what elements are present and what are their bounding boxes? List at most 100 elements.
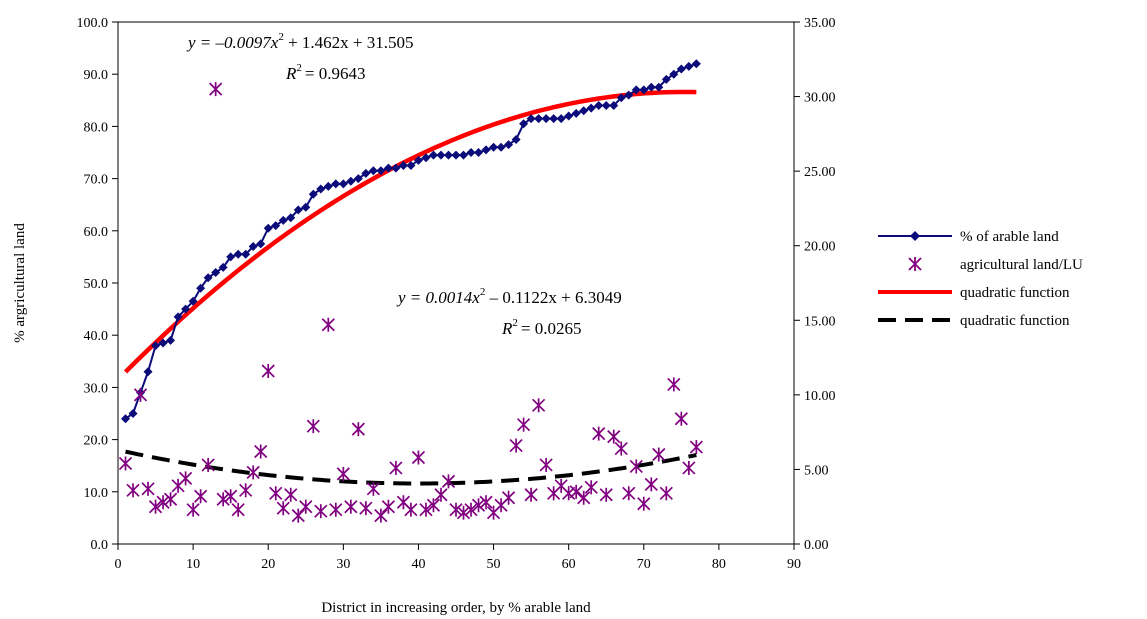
- point-arable: [173, 312, 183, 322]
- point-arable: [511, 134, 521, 144]
- point-agri-lu: [419, 502, 433, 517]
- point-arable: [489, 142, 499, 152]
- point-arable: [413, 155, 423, 165]
- point-agri-lu: [569, 484, 583, 499]
- right-tick-label: 30.00: [804, 91, 836, 106]
- point-arable: [196, 283, 206, 293]
- y-axis-label: % argricultural land: [12, 223, 28, 343]
- point-agri-lu: [441, 474, 456, 489]
- point-agri-lu: [336, 466, 350, 481]
- equation-2: y = 0.0014x2 – 0.1122x + 6.3049 R2 = 0.02…: [396, 286, 622, 338]
- point-agri-lu: [231, 502, 245, 517]
- point-arable: [391, 163, 401, 173]
- point-arable: [624, 90, 634, 100]
- left-tick-label: 100.0: [77, 16, 109, 31]
- point-arable: [166, 335, 176, 345]
- point-agri-lu: [449, 502, 463, 517]
- eq1-sup: 2: [278, 31, 284, 43]
- point-agri-lu: [178, 471, 193, 486]
- point-agri-lu: [682, 460, 696, 475]
- point-agri-lu: [351, 422, 365, 437]
- point-agri-lu: [607, 429, 621, 444]
- point-agri-lu: [261, 363, 275, 378]
- point-arable: [556, 114, 566, 124]
- point-agri-lu: [276, 501, 290, 516]
- point-agri-lu: [659, 486, 673, 501]
- point-agri-lu: [381, 499, 396, 514]
- point-agri-lu: [374, 508, 388, 523]
- point-arable: [549, 114, 559, 124]
- point-arable: [436, 150, 446, 160]
- point-arable: [346, 176, 356, 186]
- right-tick-label: 10.00: [804, 389, 836, 404]
- point-agri-lu: [118, 456, 133, 471]
- svg-text:R2= 0.0265: R2 = 0.0265: [501, 317, 581, 338]
- point-arable: [459, 150, 469, 160]
- point-agri-lu: [126, 483, 140, 498]
- point-arable: [263, 223, 273, 233]
- point-arable: [278, 215, 288, 225]
- point-arable: [421, 153, 431, 163]
- point-agri-lu: [599, 487, 613, 502]
- point-agri-lu: [464, 502, 478, 517]
- point-agri-lu: [426, 498, 441, 513]
- x-tick-label: 30: [336, 557, 350, 572]
- x-tick-label: 80: [712, 557, 726, 572]
- point-arable: [121, 414, 131, 424]
- point-arable: [428, 150, 438, 160]
- point-agri-lu: [141, 481, 155, 496]
- left-tick-label: 90.0: [84, 68, 109, 83]
- point-arable: [323, 181, 333, 191]
- point-arable: [594, 101, 604, 111]
- point-agri-lu: [404, 502, 418, 517]
- point-arable: [248, 241, 258, 251]
- svg-text:R2= 0.9643: R2 = 0.9643: [285, 62, 365, 83]
- point-agri-lu: [524, 487, 538, 502]
- point-agri-lu: [299, 499, 313, 514]
- point-agri-lu: [637, 496, 651, 511]
- right-tick-label: 5.00: [804, 463, 829, 478]
- point-agri-lu: [366, 481, 380, 496]
- point-arable: [609, 101, 619, 111]
- right-tick-label: 20.00: [804, 240, 836, 255]
- point-arable: [286, 213, 296, 223]
- point-arable: [368, 166, 378, 176]
- point-agri-lu: [194, 489, 208, 504]
- right-axis-ticks: 0.00 5.00 10.00 15.00 20.00 25.00 30.00 35.00: [794, 16, 836, 553]
- point-agri-lu: [389, 460, 403, 475]
- x-tick-label: 10: [186, 557, 200, 572]
- left-tick-label: 40.0: [84, 329, 109, 344]
- point-arable: [519, 119, 529, 129]
- left-tick-label: 50.0: [84, 277, 109, 292]
- x-axis-label: District in increasing order, by % arabl…: [321, 600, 591, 616]
- point-agri-lu: [456, 505, 471, 520]
- point-arable: [233, 249, 243, 259]
- point-agri-lu: [254, 444, 268, 459]
- point-agri-lu: [509, 438, 523, 453]
- point-arable: [361, 168, 371, 178]
- legend-label-arable: % of arable land: [960, 229, 1059, 245]
- point-arable: [534, 114, 544, 124]
- point-arable: [654, 82, 664, 92]
- right-tick-label: 15.00: [804, 314, 836, 329]
- point-arable: [293, 205, 303, 215]
- point-arable: [128, 409, 138, 418]
- svg-text:y = –0.0097x2 + 1.462x + 31.50: y = –0.0097x2 + 1.462x + 31.505: [186, 31, 414, 52]
- left-tick-label: 10.0: [84, 486, 109, 501]
- point-agri-lu: [321, 317, 335, 332]
- point-agri-lu: [163, 492, 178, 507]
- point-agri-lu: [471, 498, 486, 513]
- point-agri-lu: [652, 447, 666, 462]
- point-arable: [226, 252, 236, 262]
- point-arable: [398, 161, 408, 171]
- eq1-main: y = –0.0097x: [186, 33, 279, 52]
- point-agri-lu: [269, 486, 283, 501]
- point-agri-lu: [411, 450, 426, 465]
- point-arable: [383, 163, 393, 173]
- point-agri-lu: [539, 457, 553, 472]
- series-layer: [118, 59, 703, 523]
- left-tick-label: 20.0: [84, 434, 109, 449]
- point-agri-lu: [201, 457, 215, 472]
- point-agri-lu: [577, 490, 591, 505]
- point-arable: [646, 82, 656, 92]
